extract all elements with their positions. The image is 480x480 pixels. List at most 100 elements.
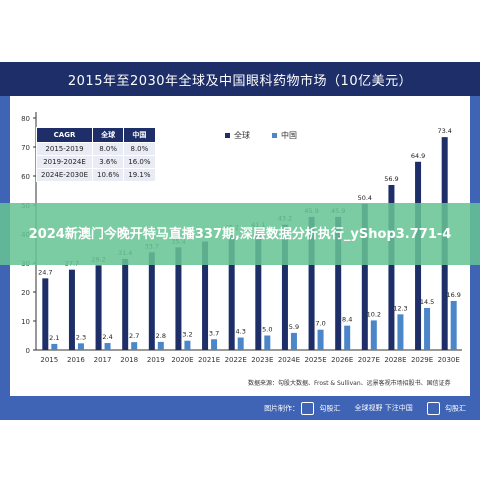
y-tick-label: 10 [21, 318, 30, 326]
cagr-header-2: 中国 [123, 127, 156, 143]
data-label-china: 16.9 [446, 291, 460, 299]
bar-china [397, 314, 404, 350]
x-tick-label: 2022E [225, 356, 247, 364]
cagr-china: 16.0% [123, 155, 156, 169]
brand-logo-icon [301, 401, 315, 415]
x-tick-label: 2030E [438, 356, 460, 364]
x-tick-label: 2016 [67, 356, 85, 364]
x-tick-label: 2021E [198, 356, 220, 364]
overlay-banner: 2024新澳门今晚开特马直播337期,深层数据分析执行_yShop3.771-4 [0, 203, 480, 265]
bar-global [281, 224, 288, 350]
cagr-global: 8.0% [92, 142, 125, 156]
overlay-banner-text: 2024新澳门今晚开特马直播337期,深层数据分析执行_yShop3.771-4 [28, 226, 452, 242]
data-label-china: 8.4 [342, 316, 352, 324]
bar-global [68, 269, 75, 350]
bar-china [370, 320, 377, 350]
table-row: 2024E-2030E 10.6% 19.1% [35, 168, 156, 182]
bar-global [308, 216, 315, 350]
legend-swatch-global [225, 133, 230, 138]
legend-label-global: 全球 [234, 131, 250, 140]
footer-credit-label: 图片制作： [264, 404, 300, 412]
y-tick-label: 70 [21, 144, 30, 152]
footer-brand: 勾股汇 [319, 404, 341, 412]
x-tick-label: 2025E [304, 356, 326, 364]
data-label-global: 50.4 [358, 194, 372, 202]
bar-china [184, 340, 191, 350]
x-tick-label: 2027E [358, 356, 380, 364]
bar-global [202, 241, 209, 350]
data-label-global: 24.7 [38, 268, 52, 276]
footer-bar: 图片制作： 勾股汇 全球视野 下注中国 勾股汇 [0, 396, 480, 420]
cagr-header-1: 全球 [92, 127, 125, 143]
x-tick-label: 2018 [120, 356, 138, 364]
x-tick-label: 2015 [40, 356, 58, 364]
bar-china [51, 343, 58, 350]
x-tick-label: 2020E [171, 356, 193, 364]
bar-global [175, 247, 182, 350]
bar-global [335, 216, 342, 350]
bar-china [237, 337, 244, 350]
bar-china [104, 343, 111, 350]
bar-china [450, 300, 457, 350]
table-row: 2019-2024E 3.6% 16.0% [35, 155, 156, 169]
bar-china [211, 339, 218, 350]
bar-china [264, 335, 271, 350]
data-label-china: 5.0 [262, 326, 272, 334]
bar-china [317, 329, 324, 350]
x-tick-label: 2017 [94, 356, 112, 364]
cagr-header-0: CAGR [35, 127, 94, 143]
bar-global [228, 233, 235, 350]
bar-china [77, 343, 84, 350]
bar-global [148, 252, 155, 350]
footer-right-brand-label: 勾股汇 [445, 404, 466, 412]
x-tick-label: 2023E [251, 356, 273, 364]
data-label-global: 64.9 [411, 152, 425, 160]
bar-china [290, 332, 297, 350]
chart-title: 2015年至2030年全球及中国眼科药物市场（10亿美元） [0, 62, 480, 96]
x-tick-label: 2026E [331, 356, 353, 364]
bar-global [361, 203, 368, 350]
bar-global [388, 184, 395, 350]
y-tick-label: 80 [21, 115, 30, 123]
bar-china [344, 325, 351, 350]
legend-swatch-china [272, 133, 277, 138]
footer-right-brand: 勾股汇 [426, 401, 466, 415]
cagr-period: 2015-2019 [35, 142, 94, 156]
bar-china [157, 341, 164, 350]
cagr-table: CAGR 全球 中国 2015-2019 8.0% 8.0% 2019-2024… [35, 127, 156, 182]
data-label-china: 3.7 [209, 329, 219, 337]
brand-logo-icon [426, 401, 440, 415]
data-label-china: 7.0 [315, 320, 325, 328]
data-label-global: 56.9 [384, 175, 398, 183]
x-tick-label: 2024E [278, 356, 300, 364]
x-tick-label: 2029E [411, 356, 433, 364]
x-tick-label: 2028E [384, 356, 406, 364]
data-label-china: 2.1 [49, 334, 59, 342]
footer-slogan: 全球视野 下注中国 [354, 404, 413, 412]
data-label-china: 2.8 [156, 332, 166, 340]
chart-legend: 全球 中国 [225, 130, 297, 141]
data-label-china: 2.7 [129, 332, 139, 340]
data-label-china: 3.2 [182, 331, 192, 339]
data-label-global: 73.4 [437, 127, 451, 135]
data-label-china: 5.9 [289, 323, 299, 331]
bar-china [424, 307, 431, 350]
data-label-china: 4.3 [236, 328, 246, 336]
legend-label-china: 中国 [281, 131, 297, 140]
table-row: 2015-2019 8.0% 8.0% [35, 142, 156, 156]
y-tick-label: 0 [26, 347, 30, 355]
bar-global [255, 230, 262, 350]
x-tick-label: 2019 [147, 356, 165, 364]
y-tick-label: 20 [21, 289, 30, 297]
bar-global [122, 258, 129, 350]
cagr-china: 19.1% [123, 168, 156, 182]
data-label-china: 10.2 [367, 310, 381, 318]
y-tick-label: 60 [21, 173, 30, 181]
legend-item-china: 中国 [272, 130, 297, 141]
bar-china [131, 342, 138, 350]
footer-credit: 图片制作： 勾股汇 [264, 401, 341, 415]
cagr-period: 2019-2024E [35, 155, 94, 169]
bar-global [42, 278, 49, 350]
cagr-period: 2024E-2030E [35, 168, 94, 182]
